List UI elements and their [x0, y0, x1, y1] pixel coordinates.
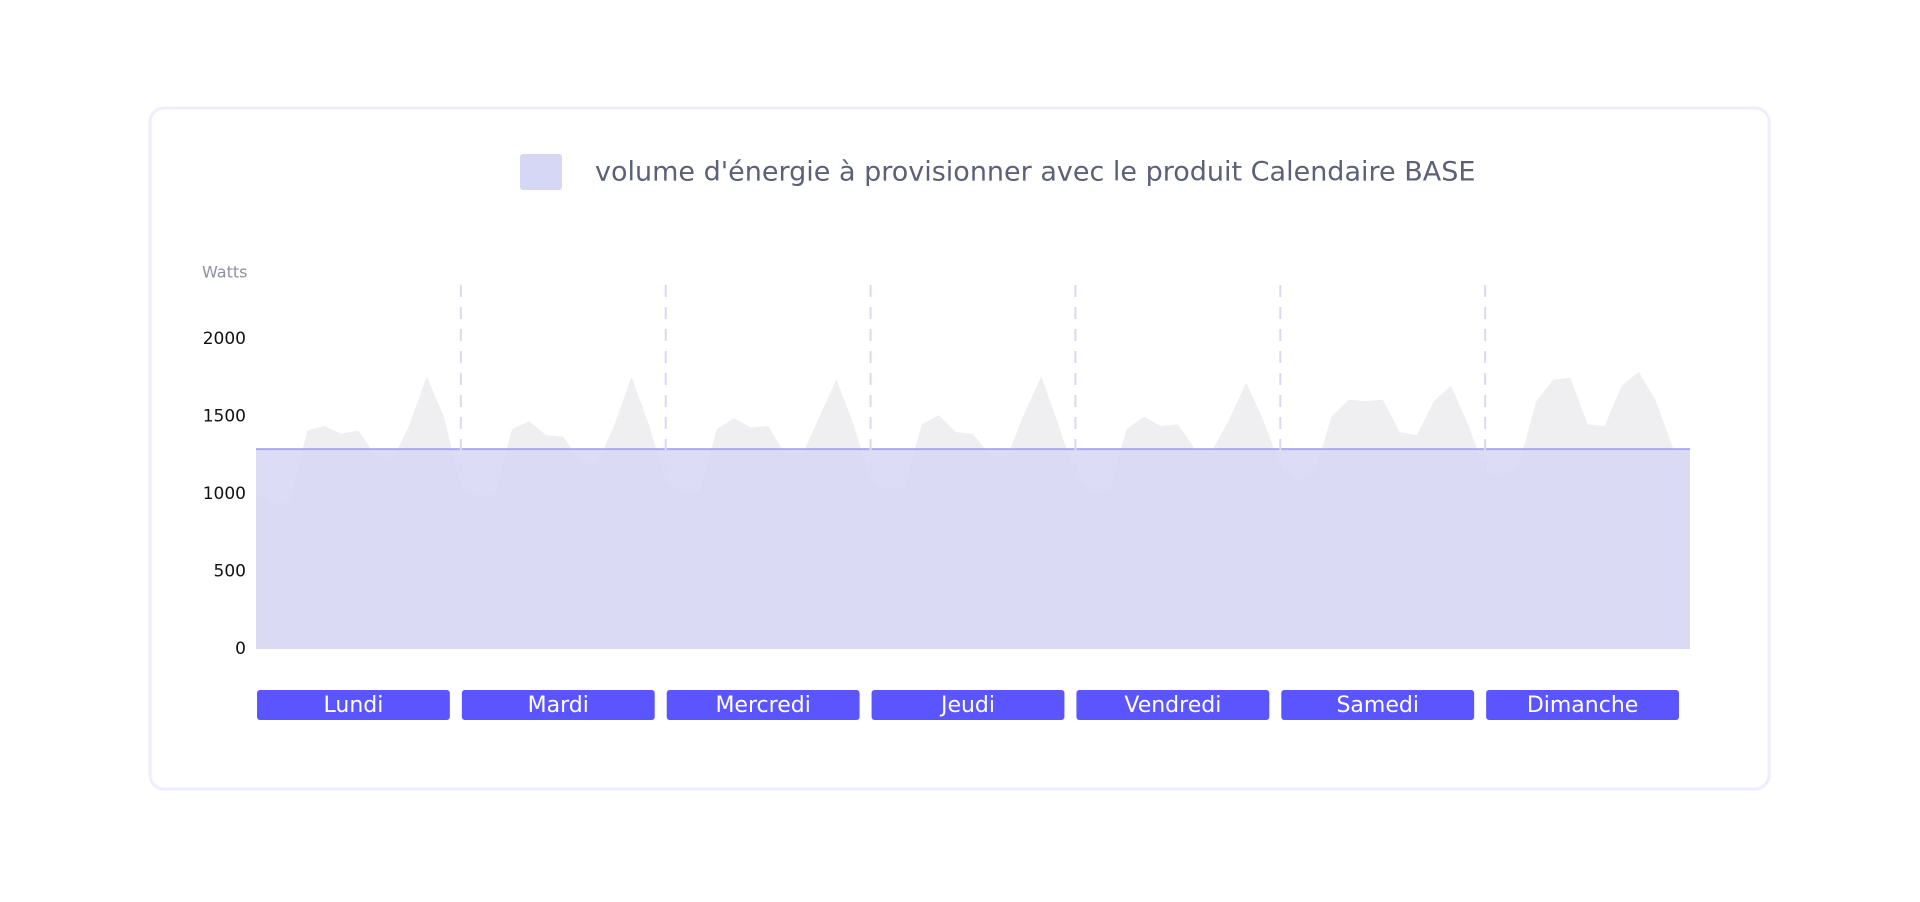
day-label: Dimanche: [1527, 693, 1638, 718]
day-button: [666, 690, 860, 720]
y-axis-label: Watts: [202, 263, 247, 282]
y-tick-label: 0: [235, 639, 246, 659]
legend-label: volume d'énergie à provisionner avec le …: [595, 157, 1475, 188]
y-tick-label: 500: [214, 562, 246, 582]
day-label: Samedi: [1336, 693, 1419, 718]
day-label: Lundi: [324, 693, 384, 718]
day-button: [1486, 690, 1679, 720]
day-button: [871, 690, 1065, 720]
day-label: Jeudi: [939, 693, 995, 718]
day-label: Mercredi: [715, 693, 810, 718]
day-button: [257, 690, 450, 720]
day-label: Mardi: [528, 693, 589, 718]
day-button: [461, 690, 655, 720]
day-button: [1076, 690, 1270, 720]
legend-swatch: [520, 154, 562, 190]
y-tick-label: 2000: [203, 329, 246, 349]
y-tick-label: 1500: [203, 407, 246, 427]
day-button: [1281, 690, 1475, 720]
base-area: [256, 449, 1690, 649]
y-tick-label: 1000: [203, 484, 246, 504]
day-label: Vendredi: [1124, 693, 1221, 718]
